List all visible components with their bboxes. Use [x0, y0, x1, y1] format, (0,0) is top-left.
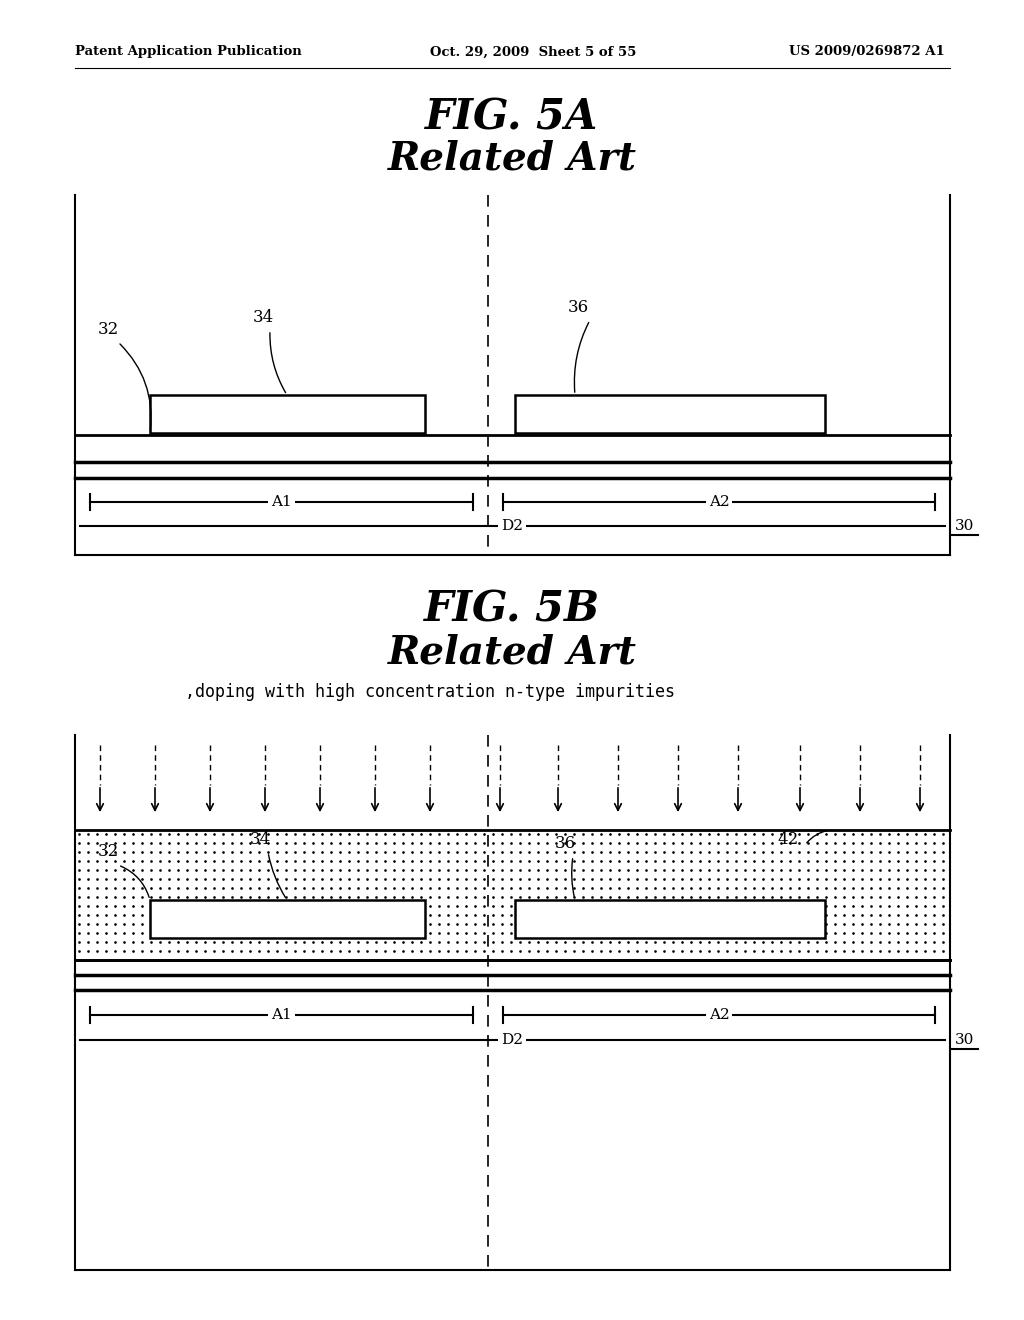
Text: FIG. 5B: FIG. 5B: [424, 589, 600, 631]
Text: 34: 34: [250, 832, 270, 849]
Text: FIG. 5A: FIG. 5A: [425, 96, 599, 139]
Text: 32: 32: [97, 322, 119, 338]
Text: ,doping with high concentration n-type impurities: ,doping with high concentration n-type i…: [185, 682, 675, 701]
Bar: [515, 900, 825, 939]
Text: D2: D2: [501, 1034, 523, 1047]
Text: Related Art: Related Art: [387, 139, 637, 177]
Text: Patent Application Publication: Patent Application Publication: [75, 45, 302, 58]
Text: 36: 36: [567, 298, 589, 315]
Text: A1: A1: [271, 495, 292, 510]
Text: 36: 36: [554, 834, 575, 851]
Text: 34: 34: [252, 309, 273, 326]
Text: A2: A2: [709, 1008, 729, 1022]
Text: 32: 32: [97, 843, 119, 861]
Bar: [515, 395, 825, 433]
Text: 30: 30: [955, 1034, 975, 1047]
Text: 30: 30: [955, 519, 975, 533]
Text: A1: A1: [271, 1008, 292, 1022]
Bar: [150, 900, 425, 939]
Text: US 2009/0269872 A1: US 2009/0269872 A1: [790, 45, 945, 58]
Text: D2: D2: [501, 519, 523, 533]
Text: A2: A2: [709, 495, 729, 510]
Text: Related Art: Related Art: [387, 634, 637, 671]
Text: 42: 42: [777, 832, 799, 849]
Bar: [150, 395, 425, 433]
Text: Oct. 29, 2009  Sheet 5 of 55: Oct. 29, 2009 Sheet 5 of 55: [430, 45, 636, 58]
